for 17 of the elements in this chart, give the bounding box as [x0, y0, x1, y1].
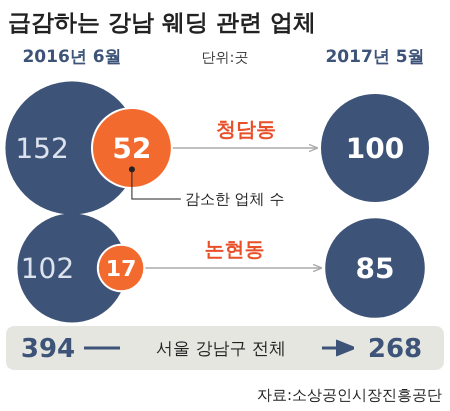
data-label: 52 [112, 132, 152, 165]
data-label: 394 [20, 334, 76, 364]
data-label: 268 [368, 334, 422, 364]
category-label: 논현동 [204, 237, 264, 261]
series-label: 2016년 6월 [22, 47, 122, 67]
data-label: 102 [20, 252, 74, 285]
category-label: 서울 강남구 전체 [156, 339, 286, 359]
data-label: 85 [356, 252, 394, 285]
text: 급감하는 강남 웨딩 관련 업체 [8, 10, 316, 36]
data-label: 17 [106, 257, 136, 282]
text: 자료:소상공인시장진흥공단 [256, 386, 442, 404]
series-label: 감소한 업체 수 [184, 190, 284, 208]
data-label: 152 [15, 132, 69, 165]
text: 단위:곳 [202, 50, 248, 66]
category-label: 청담동 [216, 117, 276, 141]
data-label: 100 [346, 132, 404, 165]
text: 2017년 5월 [325, 47, 425, 67]
